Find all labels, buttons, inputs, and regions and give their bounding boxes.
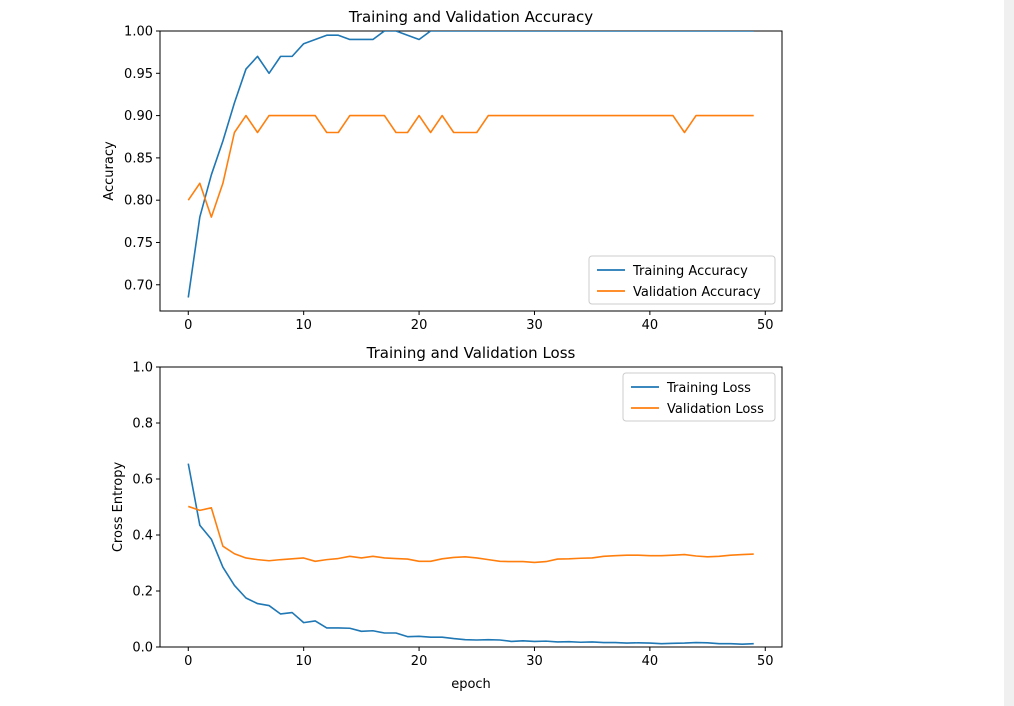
- loss-x-tick-label: 20: [411, 654, 428, 669]
- accuracy-series-lines: [187, 31, 754, 298]
- loss-axis-ticks: 0 10 20 30 40 50 0.0 0.2 0.4 0.6 0.8 1.0: [132, 361, 773, 670]
- accuracy-series-line-1: [187, 114, 754, 218]
- accuracy-y-tick-label: 1.00: [124, 25, 153, 40]
- accuracy-legend-label-0: Training Accuracy: [632, 264, 748, 279]
- accuracy-y-tick-label: 0.75: [124, 236, 153, 251]
- accuracy-axis-ticks: 0 10 20 30 40 50 0.70 0.75 0.80 0.85 0.90 0.95 1.00: [124, 25, 773, 334]
- accuracy-legend: Training Accuracy Validation Accuracy: [588, 255, 776, 305]
- accuracy-legend-label-1: Validation Accuracy: [633, 285, 761, 300]
- accuracy-x-tick-label: 0: [184, 318, 192, 333]
- loss-y-axis-label: Cross Entropy: [111, 462, 126, 553]
- loss-x-axis-label: epoch: [451, 677, 491, 692]
- loss-x-tick-label: 40: [642, 654, 659, 669]
- loss-series-lines: [187, 463, 754, 646]
- accuracy-chart: Training and Validation Accuracy Accurac…: [102, 8, 783, 334]
- loss-x-tick-label: 30: [526, 654, 543, 669]
- loss-series-line-0: [187, 463, 754, 646]
- accuracy-legend-box: [588, 255, 776, 305]
- accuracy-x-tick-label: 40: [642, 318, 659, 333]
- accuracy-chart-title: Training and Validation Accuracy: [348, 8, 593, 26]
- accuracy-x-tick-label: 10: [295, 318, 312, 333]
- loss-series-line-1: [188, 505, 754, 564]
- accuracy-series-line-0: [187, 31, 754, 298]
- loss-y-tick-label: 0.0: [132, 641, 153, 656]
- loss-x-tick-label: 50: [757, 654, 774, 669]
- accuracy-x-tick-label: 30: [526, 318, 543, 333]
- accuracy-y-tick-label: 0.95: [124, 67, 153, 82]
- accuracy-x-tick-label: 50: [757, 318, 774, 333]
- accuracy-y-tick-label: 0.80: [124, 194, 153, 209]
- accuracy-x-tick-label: 20: [411, 318, 428, 333]
- loss-chart-title: Training and Validation Loss: [366, 344, 576, 362]
- loss-legend-box: [622, 372, 776, 422]
- loss-x-tick-label: 0: [184, 654, 192, 669]
- loss-legend-label-1: Validation Loss: [667, 402, 764, 417]
- loss-y-tick-label: 1.0: [132, 361, 153, 376]
- accuracy-y-tick-label: 0.70: [124, 278, 153, 293]
- loss-y-tick-label: 0.8: [132, 417, 153, 432]
- accuracy-y-tick-label: 0.90: [124, 109, 153, 124]
- accuracy-y-axis-label: Accuracy: [102, 141, 117, 201]
- loss-x-tick-label: 10: [295, 654, 312, 669]
- loss-legend: Training Loss Validation Loss: [622, 372, 776, 422]
- loss-y-tick-label: 0.4: [132, 529, 153, 544]
- loss-legend-label-0: Training Loss: [666, 381, 751, 396]
- scrollbar-track[interactable]: [1004, 0, 1014, 706]
- loss-y-tick-label: 0.2: [132, 585, 153, 600]
- loss-chart: Training and Validation Loss Cross Entro…: [111, 344, 783, 692]
- accuracy-y-tick-label: 0.85: [124, 151, 153, 166]
- loss-y-tick-label: 0.6: [132, 473, 153, 488]
